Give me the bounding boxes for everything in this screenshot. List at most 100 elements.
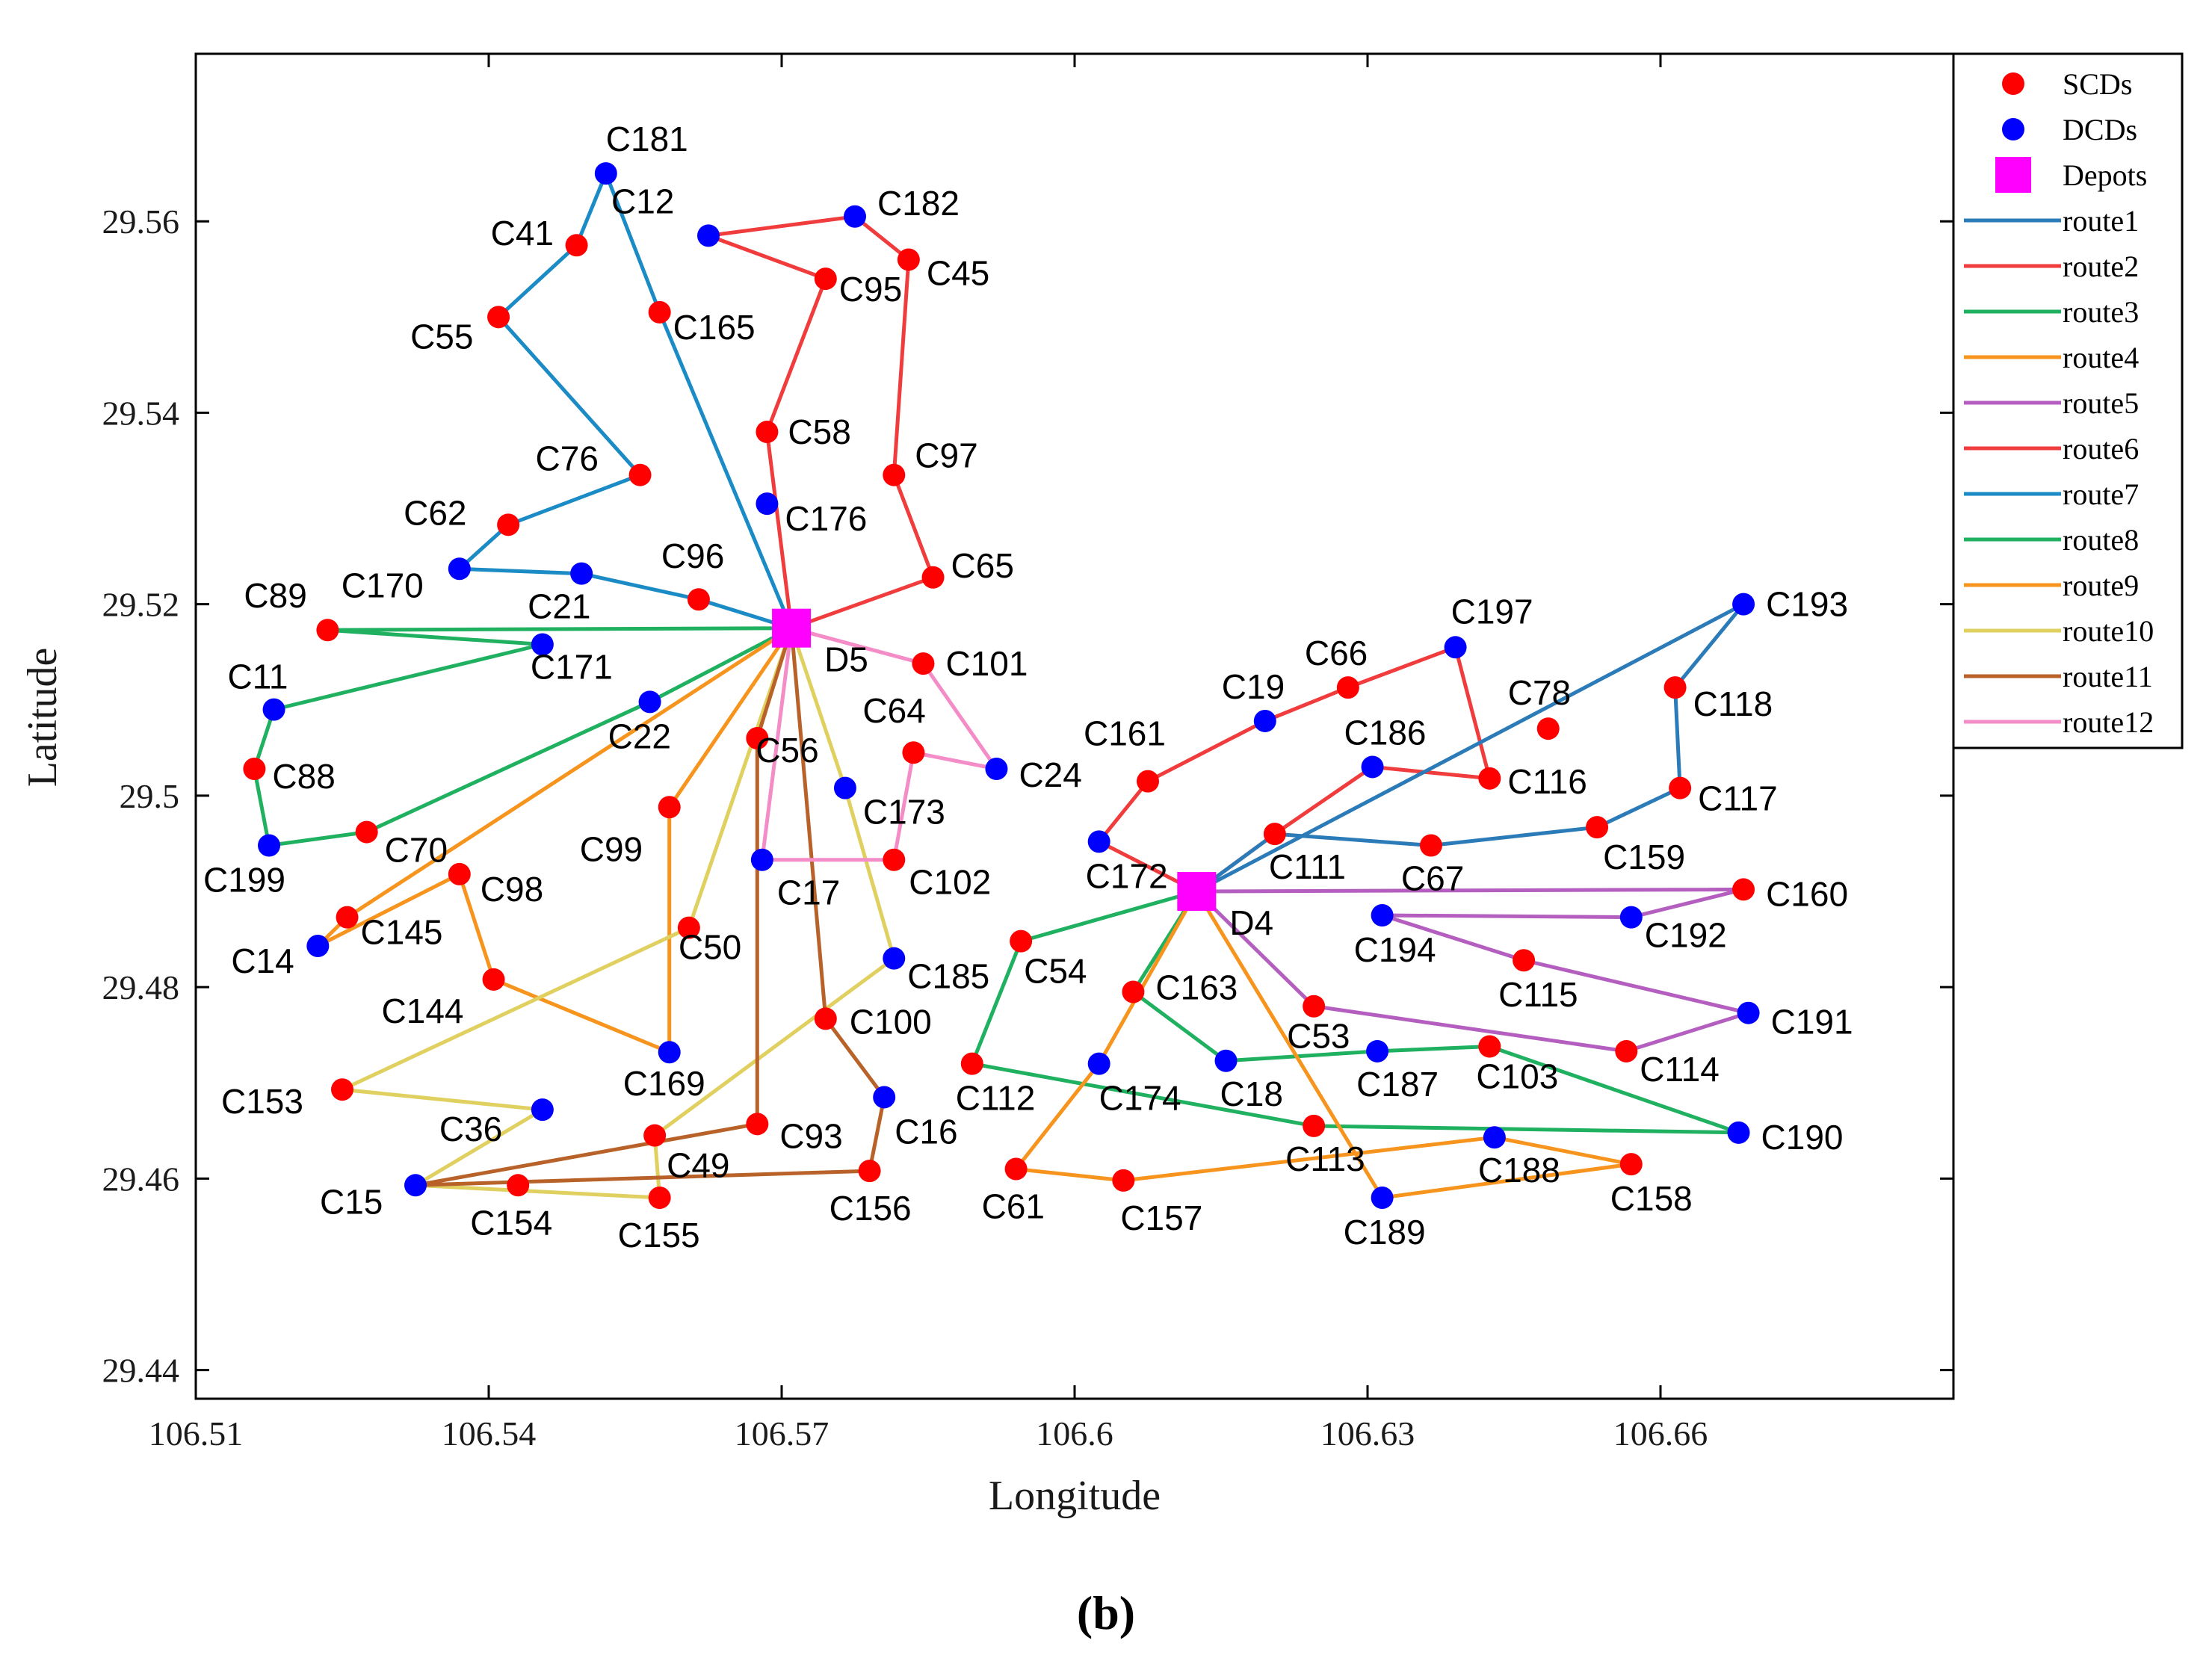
point-label-C67: C67 bbox=[1401, 859, 1464, 898]
point-C187 bbox=[1366, 1039, 1389, 1062]
axis-labels: 106.51 106.54 106.57 106.6 106.63 106.66 29.44… bbox=[102, 202, 1708, 1453]
point-label-C53: C53 bbox=[1287, 1017, 1350, 1056]
route11-line bbox=[413, 627, 886, 1187]
point-label-C114: C114 bbox=[1640, 1050, 1720, 1089]
legend-label-route2: route2 bbox=[2063, 250, 2139, 283]
point-C95 bbox=[814, 267, 837, 291]
point-C163 bbox=[1122, 980, 1145, 1003]
point-C111 bbox=[1263, 823, 1286, 846]
point-C159 bbox=[1586, 816, 1609, 839]
point-label-C56: C56 bbox=[756, 731, 818, 770]
legend-label-route10: route10 bbox=[2063, 614, 2154, 648]
y-tick-label: 29.46 bbox=[102, 1160, 180, 1198]
x-tick-label: 106.66 bbox=[1613, 1414, 1708, 1453]
point-C89 bbox=[316, 619, 339, 642]
point-label-C55: C55 bbox=[410, 317, 473, 356]
point-C56 bbox=[746, 727, 769, 750]
point-C11 bbox=[262, 698, 285, 721]
point-label-C36: C36 bbox=[439, 1110, 502, 1148]
x-tick-label: 106.6 bbox=[1036, 1414, 1113, 1453]
point-C55 bbox=[487, 306, 510, 329]
route10-line bbox=[340, 627, 896, 1200]
point-label-C14: C14 bbox=[231, 941, 294, 980]
point-label-C66: C66 bbox=[1305, 634, 1368, 672]
legend-label-SCDs: SCDs bbox=[2063, 67, 2132, 101]
point-C18 bbox=[1214, 1049, 1238, 1072]
point-C197 bbox=[1444, 636, 1467, 659]
point-label-C65: C65 bbox=[951, 546, 1014, 585]
point-C12 bbox=[697, 224, 720, 247]
point-label-C197: C197 bbox=[1451, 592, 1533, 631]
point-label-C158: C158 bbox=[1610, 1179, 1693, 1218]
point-C181 bbox=[594, 162, 617, 185]
x-tick-label: 106.51 bbox=[149, 1414, 244, 1453]
point-C185 bbox=[883, 947, 906, 970]
point-label-C62: C62 bbox=[404, 493, 466, 532]
point-C101 bbox=[912, 652, 935, 675]
depot-label-D4: D4 bbox=[1229, 903, 1273, 942]
point-label-C98: C98 bbox=[481, 870, 543, 909]
y-tick-label: 29.5 bbox=[120, 777, 180, 815]
legend-label-DCDs: DCDs bbox=[2063, 113, 2137, 146]
point-C165 bbox=[648, 300, 671, 324]
y-tick-label: 29.54 bbox=[102, 394, 180, 432]
point-label-C61: C61 bbox=[982, 1187, 1045, 1226]
point-label-C189: C189 bbox=[1344, 1213, 1426, 1252]
legend-marker-SCDs bbox=[2002, 72, 2024, 95]
point-C93 bbox=[746, 1113, 769, 1136]
point-C54 bbox=[1010, 929, 1033, 953]
point-C154 bbox=[507, 1174, 530, 1197]
point-label-C165: C165 bbox=[673, 308, 756, 347]
labels-layer: C181 C12 C182 C41 C45 C95 C55 C165 C58 C97 C76 C176… bbox=[203, 120, 1853, 1255]
point-label-C12: C12 bbox=[611, 182, 674, 220]
point-label-C115: C115 bbox=[1498, 975, 1578, 1014]
point-C176 bbox=[756, 492, 779, 516]
point-C161 bbox=[1137, 770, 1159, 793]
point-C189 bbox=[1371, 1186, 1394, 1209]
point-C160 bbox=[1732, 878, 1755, 901]
point-label-C22: C22 bbox=[608, 717, 671, 755]
point-label-C101: C101 bbox=[945, 644, 1028, 683]
x-tick-label: 106.57 bbox=[735, 1414, 830, 1453]
point-label-C116: C116 bbox=[1507, 762, 1587, 801]
point-C103 bbox=[1478, 1035, 1501, 1058]
legend-label-route7: route7 bbox=[2063, 477, 2139, 511]
point-label-C190: C190 bbox=[1761, 1118, 1844, 1157]
point-C156 bbox=[858, 1160, 881, 1183]
legend-label-route11: route11 bbox=[2063, 660, 2153, 693]
legend-label-route4: route4 bbox=[2063, 341, 2139, 374]
point-C172 bbox=[1087, 830, 1110, 853]
point-label-C89: C89 bbox=[244, 576, 306, 615]
point-C102 bbox=[883, 848, 906, 871]
depot-D5 bbox=[772, 608, 812, 648]
point-label-C99: C99 bbox=[580, 829, 643, 868]
point-C199 bbox=[258, 834, 280, 857]
point-label-C16: C16 bbox=[895, 1112, 957, 1151]
point-label-C154: C154 bbox=[470, 1203, 552, 1242]
point-label-C159: C159 bbox=[1603, 838, 1685, 876]
point-label-C191: C191 bbox=[1771, 1003, 1853, 1042]
point-C45 bbox=[897, 248, 920, 271]
point-label-C161: C161 bbox=[1084, 714, 1166, 753]
point-C153 bbox=[331, 1078, 353, 1101]
point-label-C118: C118 bbox=[1693, 684, 1773, 723]
y-tick-label: 29.56 bbox=[102, 202, 180, 241]
route1-line bbox=[1195, 602, 1746, 894]
point-label-C176: C176 bbox=[785, 499, 867, 538]
route3-line bbox=[970, 889, 1740, 1135]
legend-label-Depots: Depots bbox=[2063, 158, 2147, 192]
point-label-C64: C64 bbox=[862, 691, 925, 730]
point-C115 bbox=[1513, 949, 1536, 972]
point-label-C117: C117 bbox=[1698, 779, 1778, 818]
legend-marker-Depots bbox=[1995, 157, 2031, 193]
point-C174 bbox=[1087, 1052, 1110, 1075]
legend-label-route12: route12 bbox=[2063, 705, 2154, 739]
point-C53 bbox=[1303, 995, 1326, 1018]
point-C191 bbox=[1737, 1001, 1760, 1024]
point-label-C192: C192 bbox=[1645, 916, 1727, 955]
figure-caption: (b) bbox=[1077, 1586, 1135, 1639]
point-C192 bbox=[1619, 906, 1643, 929]
point-label-C182: C182 bbox=[877, 184, 960, 223]
point-C186 bbox=[1361, 755, 1384, 779]
